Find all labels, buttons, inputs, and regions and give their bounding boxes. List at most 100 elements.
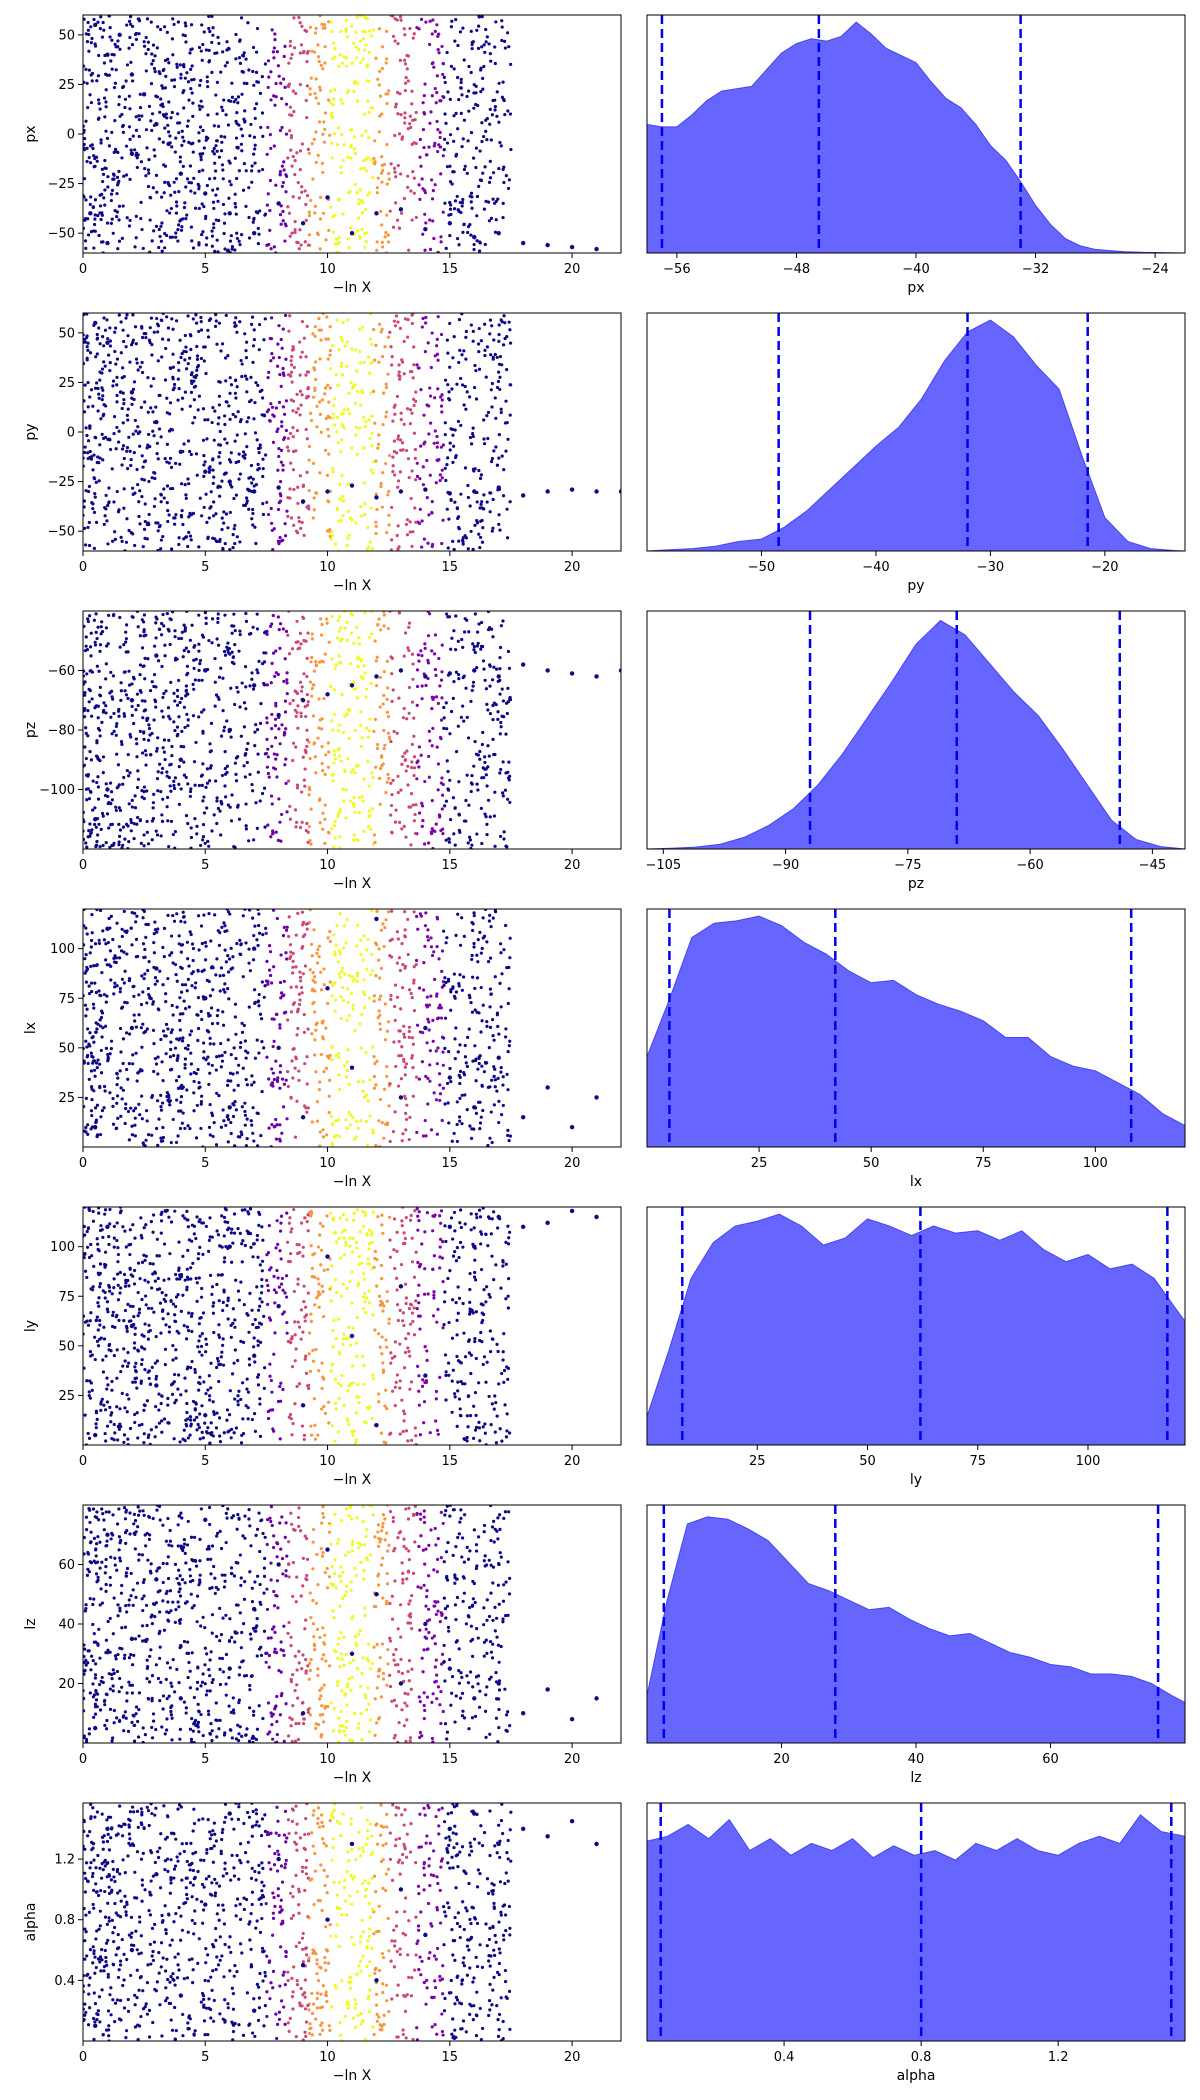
cloud-point (284, 534, 288, 538)
cloud-point (364, 207, 368, 212)
cloud-point (180, 696, 184, 701)
cloud-point (466, 547, 470, 551)
cloud-point (234, 396, 238, 400)
cloud-point (168, 456, 173, 460)
cloud-point (293, 172, 297, 177)
cloud-point (174, 1079, 179, 1083)
cloud-point (408, 530, 412, 534)
plot-area (647, 611, 1185, 849)
cloud-point (409, 843, 413, 847)
cloud-point (380, 45, 385, 49)
cloud-point (233, 845, 237, 849)
cloud-point (209, 749, 213, 753)
cloud-point (214, 144, 218, 148)
cloud-point (438, 99, 442, 103)
cloud-point (151, 43, 156, 47)
cloud-point (353, 383, 357, 387)
cloud-point (371, 360, 375, 364)
cloud-point (370, 342, 374, 346)
cloud-point (89, 455, 94, 459)
cloud-point (152, 330, 156, 334)
cloud-point (83, 499, 87, 503)
cloud-point (318, 88, 323, 92)
cloud-point (181, 33, 185, 37)
cloud-point (244, 355, 249, 360)
cloud-point (430, 953, 435, 958)
cloud-point (274, 757, 278, 761)
cloud-point (463, 1055, 468, 1059)
cloud-point (145, 1119, 149, 1123)
cloud-point (202, 795, 206, 799)
cloud-point (406, 54, 411, 58)
cloud-point (167, 714, 171, 718)
cloud-point (83, 136, 87, 141)
cloud-point (391, 455, 395, 459)
cloud-point (393, 133, 397, 138)
cloud-point (202, 30, 206, 34)
cloud-point (460, 144, 464, 149)
cloud-point (286, 633, 290, 637)
cloud-point (332, 712, 336, 716)
data-point (276, 485, 281, 490)
cloud-point (169, 819, 174, 824)
cloud-point (134, 1025, 139, 1029)
cloud-point (278, 169, 283, 174)
cloud-point (324, 337, 328, 341)
cloud-point (198, 496, 202, 500)
cloud-point (331, 845, 336, 849)
cloud-point (182, 760, 186, 764)
cloud-point (360, 199, 364, 203)
cloud-point (461, 197, 465, 202)
cloud-point (122, 487, 126, 491)
cloud-point (474, 165, 478, 170)
cloud-point (125, 952, 129, 956)
cloud-point (367, 135, 371, 140)
cloud-point (360, 736, 364, 740)
cloud-point (413, 478, 418, 482)
cloud-point (452, 114, 456, 118)
cloud-point (91, 506, 95, 511)
cloud-point (284, 951, 288, 955)
cloud-point (201, 822, 206, 827)
cloud-point (93, 822, 97, 827)
cloud-point (466, 736, 471, 740)
cloud-point (482, 418, 486, 422)
cloud-point (88, 750, 92, 754)
cloud-point (338, 912, 342, 916)
cloud-point (441, 832, 445, 836)
cloud-point (214, 693, 219, 697)
cloud-point (104, 507, 108, 511)
cloud-point (168, 235, 172, 239)
cloud-point (497, 362, 502, 366)
cloud-point (166, 326, 171, 330)
cloud-point (217, 403, 222, 407)
cloud-point (408, 370, 413, 374)
cloud-point (210, 40, 214, 45)
cloud-point (98, 845, 102, 849)
cloud-point (147, 171, 151, 175)
cloud-point (88, 424, 92, 428)
cloud-point (481, 766, 485, 770)
cloud-point (398, 15, 403, 19)
cloud-point (384, 415, 388, 419)
cloud-point (234, 212, 238, 216)
cloud-point (436, 387, 440, 391)
cloud-point (302, 533, 306, 537)
cloud-point (491, 497, 495, 502)
cloud-point (102, 360, 106, 364)
data-point (520, 662, 526, 667)
cloud-point (197, 329, 201, 334)
cloud-point (169, 617, 173, 622)
cloud-point (188, 449, 192, 454)
cloud-point (458, 830, 462, 834)
cloud-point (281, 468, 285, 472)
cloud-point (318, 15, 322, 18)
cloud-point (459, 86, 463, 90)
cloud-point (333, 1009, 337, 1013)
cloud-point (505, 31, 510, 35)
cloud-point (454, 453, 458, 458)
cloud-point (149, 119, 153, 123)
cloud-point (325, 621, 329, 625)
data-point (325, 489, 330, 494)
cloud-point (251, 220, 255, 224)
